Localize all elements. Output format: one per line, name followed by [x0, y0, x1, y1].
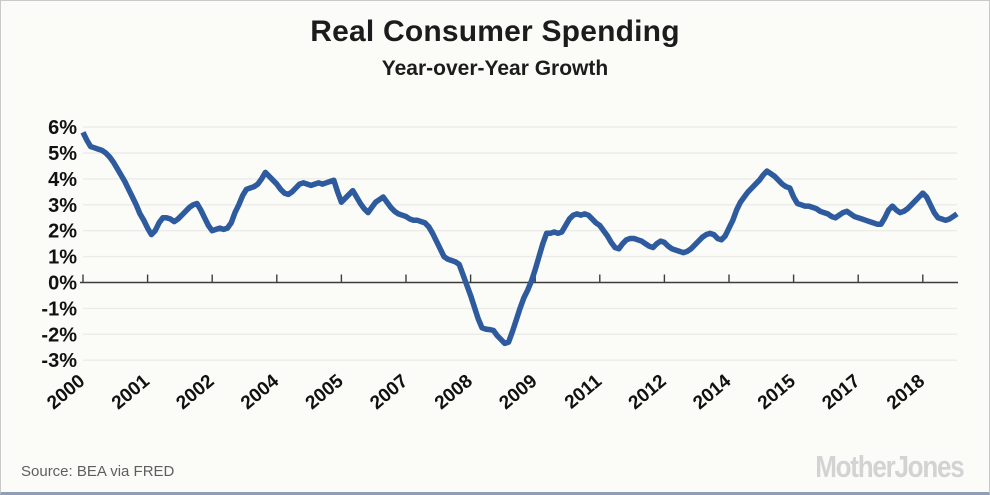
- y-tick-label-3: 3%: [48, 195, 77, 217]
- x-tick-label-2011: 2011: [561, 370, 606, 413]
- x-tick-label-2008: 2008: [431, 371, 477, 414]
- y-tick-label-6: 6%: [48, 117, 77, 139]
- spending-growth-series-line: [80, 131, 959, 347]
- x-tick-label-2018: 2018: [883, 371, 929, 414]
- x-tick-label-2002: 2002: [173, 371, 219, 414]
- chart-subtitle: Year-over-Year Growth: [381, 57, 609, 80]
- chart-title: Real Consumer Spending: [310, 15, 680, 48]
- x-tick-label-2009: 2009: [496, 371, 542, 414]
- source-note: Source: BEA via FRED: [21, 463, 175, 480]
- x-tick-label-2015: 2015: [754, 370, 800, 414]
- mother-jones-logo: MotherJones: [814, 449, 964, 484]
- x-tick-label-2007: 2007: [366, 371, 412, 414]
- y-tick-label-5: 5%: [48, 143, 77, 165]
- x-tick-label-2012: 2012: [625, 371, 671, 414]
- x-tick-label-2014: 2014: [689, 370, 735, 414]
- x-tick-label-2017: 2017: [819, 371, 865, 414]
- y-tick-label--3: -3%: [41, 350, 77, 372]
- y-tick-label-2: 2%: [48, 221, 77, 243]
- y-tick-label-1: 1%: [48, 247, 77, 269]
- y-tick-label--2: -2%: [41, 324, 77, 346]
- x-tick-label-2004: 2004: [237, 370, 283, 414]
- y-tick-label-4: 4%: [48, 169, 77, 191]
- y-tick-label--1: -1%: [41, 298, 77, 320]
- y-tick-label-0: 0%: [48, 273, 77, 295]
- x-tick-label-2005: 2005: [302, 370, 348, 414]
- x-tick-label-2000: 2000: [43, 371, 89, 414]
- x-tick-label-2001: 2001: [108, 370, 154, 414]
